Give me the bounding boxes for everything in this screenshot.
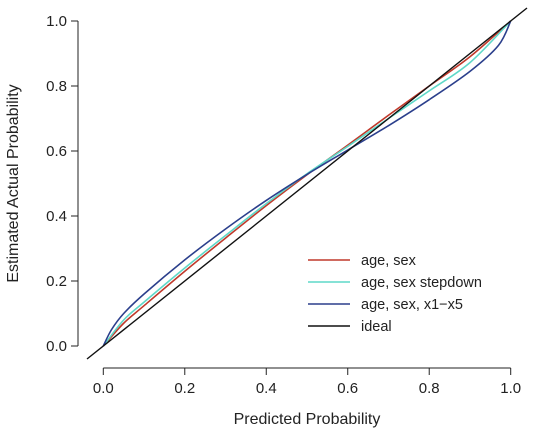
y-tick-label: 0.2: [46, 273, 67, 290]
legend-label: age, sex stepdown: [361, 275, 482, 291]
legend: age, sex age, sex stepdown age, sex, x1−x5…: [308, 253, 482, 335]
x-tick-label: 0.8: [419, 380, 440, 397]
series-lines: [86, 7, 528, 360]
y-axis: 0.0 0.2 0.4 0.6 0.8 1.0: [46, 13, 79, 355]
y-tick-label: 0.6: [46, 143, 67, 160]
x-tick-label: 0.0: [93, 380, 114, 397]
y-tick-label: 0.0: [46, 338, 67, 355]
legend-label: ideal: [361, 319, 392, 335]
x-tick-label: 0.6: [337, 380, 358, 397]
y-axis-title: Estimated Actual Probability: [5, 84, 22, 282]
x-tick-label: 0.4: [256, 380, 277, 397]
y-tick-label: 0.8: [46, 78, 67, 95]
legend-label: age, sex, x1−x5: [361, 297, 463, 313]
y-tick-label: 0.4: [46, 208, 67, 225]
legend-label: age, sex: [361, 253, 417, 269]
series-line-age-sex-stepdown: [102, 20, 512, 347]
x-axis: 0.0 0.2 0.4 0.6 0.8 1.0: [93, 367, 521, 397]
series-line-ideal: [86, 7, 528, 360]
x-tick-label: 0.2: [174, 380, 195, 397]
series-line-age-sex-x1-x5: [102, 20, 512, 347]
x-tick-label: 1.0: [500, 380, 521, 397]
y-tick-label: 1.0: [46, 13, 67, 30]
x-axis-title: Predicted Probability: [234, 411, 381, 428]
